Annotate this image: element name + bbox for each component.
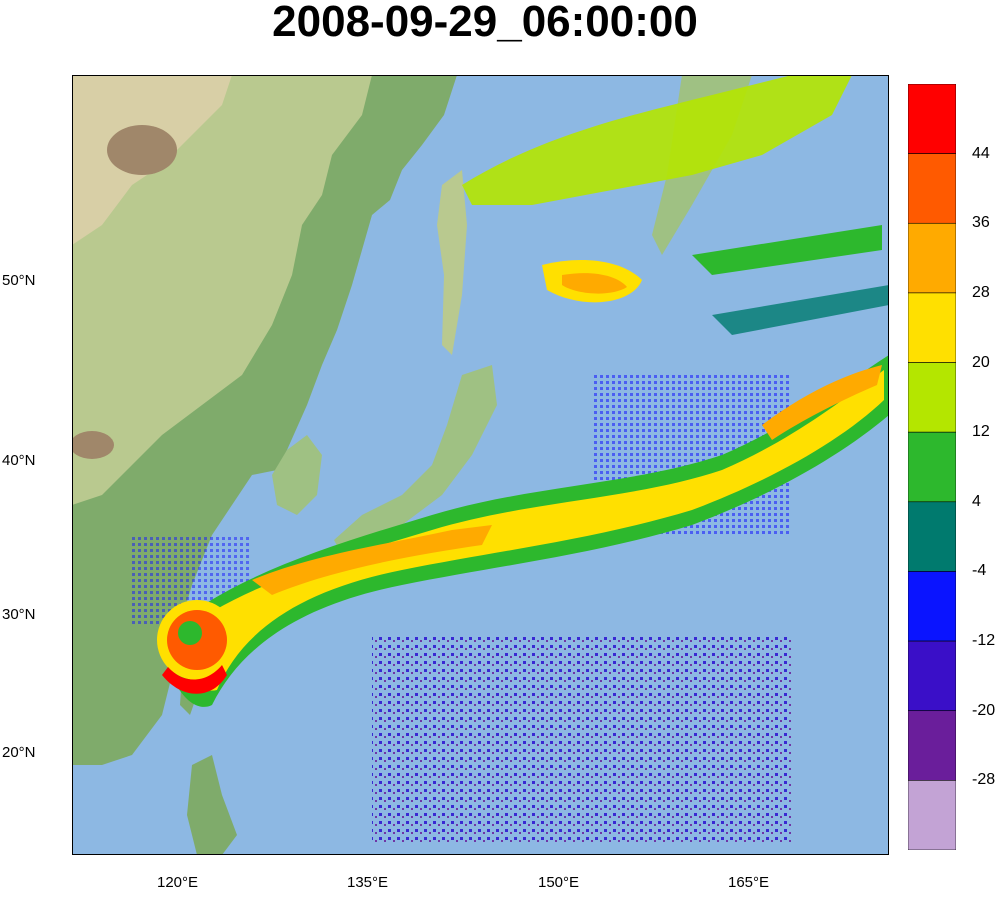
colorbar-swatch xyxy=(907,710,957,781)
colorbar-swatch xyxy=(907,153,957,224)
colorbar-swatch xyxy=(907,501,957,572)
lat-tick-50: 50°N xyxy=(2,272,36,289)
colorbar-label: -20 xyxy=(972,701,996,719)
typhoon-eye xyxy=(178,621,202,645)
lon-tick-120: 120°E xyxy=(157,874,199,891)
frontal-band-core xyxy=(252,525,492,595)
japan-islands xyxy=(334,365,497,555)
northern-streak-2 xyxy=(712,285,889,335)
colorbar-label: 36 xyxy=(972,214,990,232)
colorbar-label: -4 xyxy=(972,562,987,580)
colorbar-label: 12 xyxy=(972,423,990,441)
colorbar-label: -28 xyxy=(972,771,996,789)
northern-band xyxy=(462,75,852,205)
colorbar-swatch xyxy=(907,222,957,294)
colorbar-swatch xyxy=(907,571,957,642)
korea-peninsula xyxy=(272,435,322,515)
philippines-islands xyxy=(187,755,237,855)
northern-cell-core xyxy=(562,273,627,294)
colorbar-label: 4 xyxy=(972,492,981,510)
colorbar-swatches xyxy=(907,83,957,851)
colorbar-label: -12 xyxy=(972,632,996,650)
map-canvas xyxy=(57,75,889,865)
lon-tick-150: 150°E xyxy=(538,874,580,891)
frontal-band-mid xyxy=(177,370,884,691)
colorbar-swatch xyxy=(907,83,957,154)
mountain-peaks xyxy=(107,125,177,175)
colorbar-label: 20 xyxy=(972,353,990,371)
colorbar-label: 28 xyxy=(972,283,990,301)
map-frame xyxy=(72,75,889,855)
lat-tick-30: 30°N xyxy=(2,606,36,623)
typhoon-rainband xyxy=(162,665,227,694)
scattered-negative-values xyxy=(372,635,792,845)
map-panel xyxy=(57,75,889,865)
highland-region xyxy=(72,75,372,505)
sakhalin-island xyxy=(437,170,467,355)
lon-tick-135: 135°E xyxy=(347,874,389,891)
colorbar-swatch xyxy=(907,640,957,712)
colorbar-swatch xyxy=(907,780,957,851)
frontal-band-core-east xyxy=(762,365,882,440)
lat-tick-40: 40°N xyxy=(2,452,36,469)
lon-tick-165: 165°E xyxy=(728,874,770,891)
northern-streak xyxy=(692,225,882,275)
mountain-peaks-south xyxy=(70,431,114,459)
map-title: 2008-09-29_06:00:00 xyxy=(272,0,698,46)
lat-tick-20: 20°N xyxy=(2,744,36,761)
colorbar xyxy=(907,83,957,855)
colorbar-swatch xyxy=(907,362,957,433)
colorbar-swatch xyxy=(907,292,957,363)
colorbar-swatch xyxy=(907,431,957,503)
colorbar-label: 44 xyxy=(972,144,990,162)
